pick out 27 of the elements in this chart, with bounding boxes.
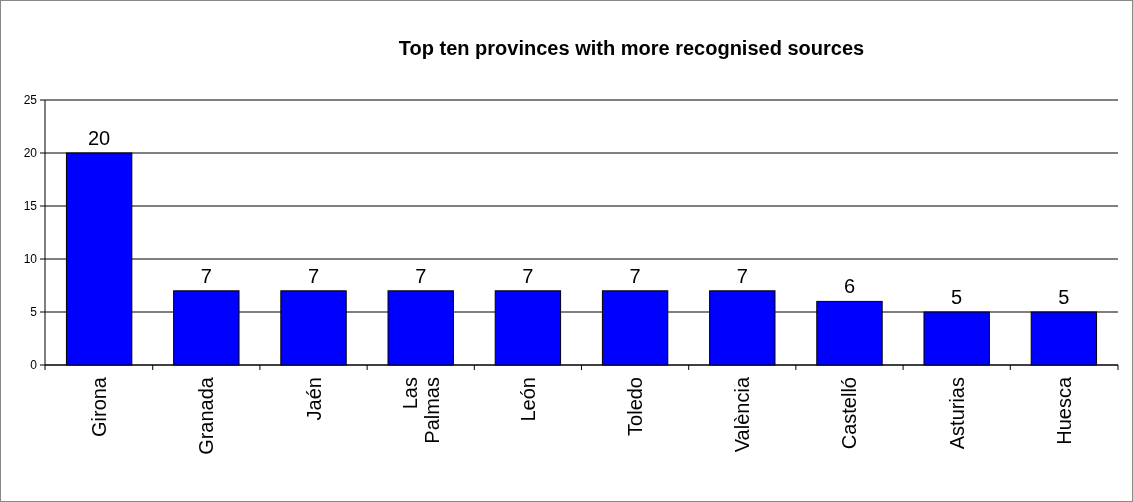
data-label: 20 [88, 127, 111, 149]
x-tick-label: Huesca [1052, 376, 1075, 445]
y-tick-label: 15 [23, 199, 38, 214]
data-label: 7 [200, 264, 212, 287]
data-label: 7 [629, 264, 641, 287]
y-tick-label: 0 [30, 358, 38, 373]
x-tick-label: León [516, 377, 539, 422]
y-tick-label: 20 [23, 146, 38, 161]
y-tick-label: 5 [30, 305, 38, 320]
x-tick-label: Girona [88, 376, 111, 438]
x-tick-label: Granada [195, 376, 218, 455]
x-tick-label: València [731, 376, 754, 453]
x-tick-label: Castelló [838, 377, 861, 450]
data-label: 5 [951, 286, 963, 308]
data-label: 7 [415, 264, 427, 287]
chart-title: Top ten provinces with more recognised sources [398, 37, 865, 59]
x-tick-label: Jaén [302, 377, 325, 421]
x-tick-label: Las Palmas [398, 377, 443, 444]
y-tick-label: 10 [23, 252, 38, 267]
data-label: 7 [736, 264, 748, 287]
y-tick-label: 25 [23, 93, 38, 108]
x-tick-label: Asturias [945, 377, 968, 450]
data-label: 6 [843, 275, 856, 298]
data-label: 5 [1058, 286, 1070, 308]
x-tick-label: Toledo [624, 377, 647, 436]
data-label: 7 [307, 264, 320, 287]
data-label: 7 [522, 264, 534, 287]
